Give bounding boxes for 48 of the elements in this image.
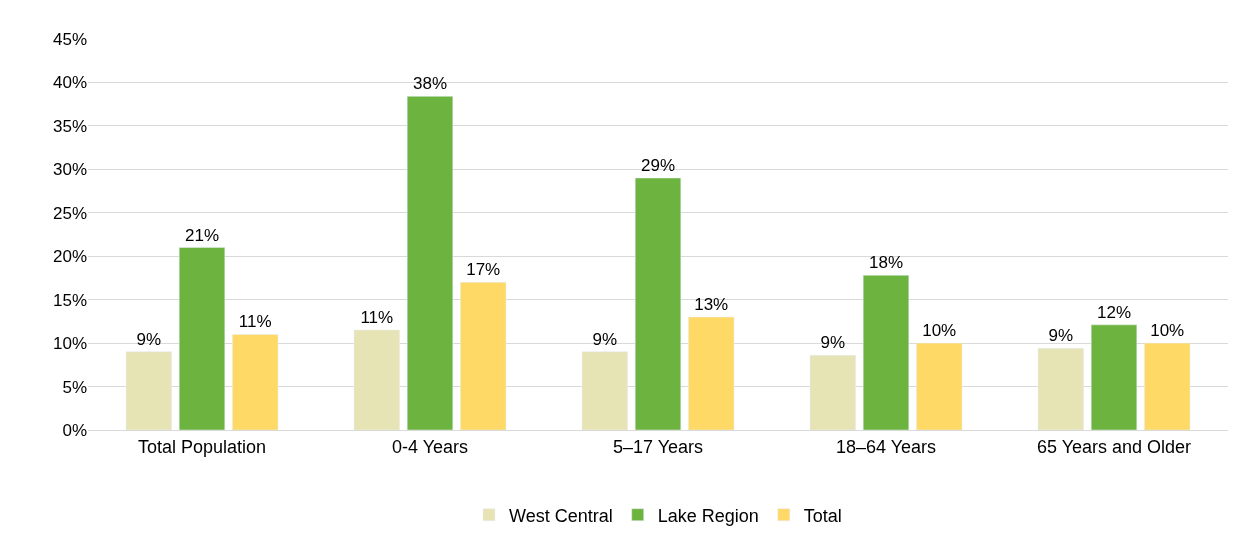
bar: [916, 342, 963, 430]
data-label: 9%: [820, 333, 846, 353]
bar: [232, 334, 279, 430]
x-tick-label: 0-4 Years: [391, 436, 469, 457]
y-tick-label: 40%: [52, 73, 87, 93]
x-tick-label: 65 Years and Older: [1036, 436, 1192, 457]
data-label: 29%: [640, 156, 676, 176]
bar: [1090, 324, 1138, 430]
y-tick-label: 20%: [52, 247, 87, 267]
y-tick-label: 15%: [52, 290, 87, 310]
legend-label: West Central: [509, 505, 613, 526]
data-label: 9%: [592, 329, 618, 349]
y-tick-label: 5%: [62, 377, 87, 397]
x-tick-label: 5–17 Years: [612, 436, 704, 457]
y-tick-label: 25%: [52, 203, 87, 223]
x-tick-label: Total Population: [137, 436, 267, 457]
bar: [178, 247, 226, 430]
data-label: 13%: [694, 295, 729, 315]
data-label: 10%: [922, 321, 957, 341]
y-tick-label: 35%: [52, 116, 87, 136]
bar: [125, 351, 172, 430]
bar: [634, 177, 682, 430]
bar: [809, 355, 856, 430]
bar: [1037, 348, 1084, 430]
data-label: 17%: [466, 260, 501, 280]
bar: [688, 316, 735, 430]
bar: [460, 282, 507, 430]
y-tick-label: 0%: [62, 420, 87, 440]
y-tick-label: 45%: [52, 29, 87, 49]
data-label: 9%: [136, 329, 162, 349]
bar: [353, 329, 400, 430]
legend-label: Total: [803, 505, 842, 526]
legend-label: Lake Region: [657, 505, 759, 526]
data-label: 11%: [238, 312, 272, 332]
bar: [406, 96, 454, 430]
data-label: 10%: [1150, 321, 1185, 341]
data-label: 9%: [1048, 326, 1074, 346]
data-label: 11%: [360, 308, 394, 328]
y-tick-label: 30%: [52, 160, 87, 180]
bar: [581, 351, 628, 430]
data-label: 21%: [184, 225, 220, 245]
bar: [862, 275, 910, 430]
data-label: 38%: [412, 74, 448, 94]
data-label: 18%: [868, 253, 904, 273]
bar: [1144, 342, 1191, 430]
data-label: 12%: [1096, 302, 1132, 322]
y-tick-label: 10%: [52, 334, 87, 354]
x-tick-label: 18–64 Years: [835, 436, 937, 457]
